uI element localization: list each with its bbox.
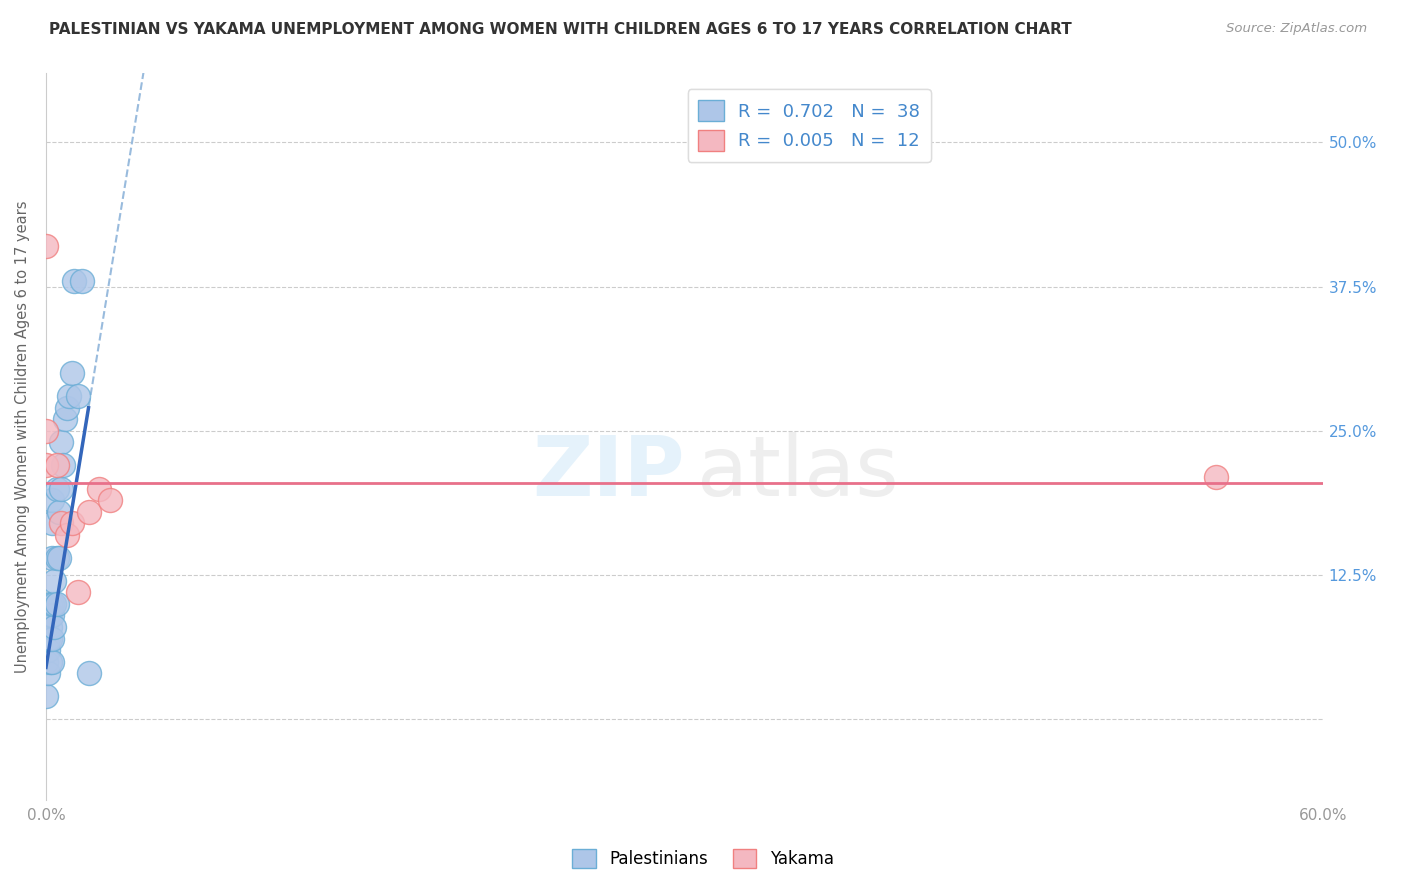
Point [41, 632, 63, 646]
Point [52, 458, 75, 473]
Text: PALESTINIAN VS YAKAMA UNEMPLOYMENT AMONG WOMEN WITH CHILDREN AGES 6 TO 17 YEARS : PALESTINIAN VS YAKAMA UNEMPLOYMENT AMONG… [49, 22, 1071, 37]
Point [70, 274, 93, 288]
Point [60, 366, 83, 380]
Point [45, 550, 67, 565]
Point [37, 608, 59, 623]
Point [53, 412, 76, 426]
Legend: Palestinians, Yakama: Palestinians, Yakama [565, 842, 841, 875]
Point [39, 620, 62, 634]
Point [39, 655, 62, 669]
Point [37, 632, 59, 646]
Point [44, 620, 66, 634]
Point [66, 585, 89, 599]
Text: atlas: atlas [697, 433, 898, 514]
Point [37, 643, 59, 657]
Point [41, 608, 63, 623]
Point [56, 527, 79, 541]
Point [89, 482, 111, 496]
Point [41, 655, 63, 669]
Point [41, 493, 63, 508]
Point [35, 458, 58, 473]
Y-axis label: Unemployment Among Women with Children Ages 6 to 17 years: Unemployment Among Women with Children A… [15, 201, 30, 673]
Point [41, 597, 63, 611]
Point [35, 239, 58, 253]
Point [62, 274, 84, 288]
Point [41, 516, 63, 530]
Point [45, 597, 67, 611]
Point [35, 655, 58, 669]
Point [49, 435, 72, 450]
Point [39, 632, 62, 646]
Point [39, 608, 62, 623]
Point [35, 690, 58, 704]
Point [44, 574, 66, 588]
Point [41, 550, 63, 565]
Point [48, 505, 70, 519]
Point [98, 493, 121, 508]
Point [56, 401, 79, 415]
Point [49, 516, 72, 530]
Legend: R =  0.702   N =  38, R =  0.005   N =  12: R = 0.702 N = 38, R = 0.005 N = 12 [688, 89, 931, 161]
Point [48, 550, 70, 565]
Text: ZIP: ZIP [531, 433, 685, 514]
Point [37, 666, 59, 681]
Point [49, 482, 72, 496]
Point [45, 482, 67, 496]
Point [60, 516, 83, 530]
Point [35, 620, 58, 634]
Point [1205, 470, 1227, 484]
Point [39, 597, 62, 611]
Point [45, 458, 67, 473]
Point [77, 505, 100, 519]
Point [66, 389, 89, 403]
Point [35, 424, 58, 438]
Text: Source: ZipAtlas.com: Source: ZipAtlas.com [1226, 22, 1367, 36]
Point [44, 597, 66, 611]
Point [58, 389, 80, 403]
Point [77, 666, 100, 681]
